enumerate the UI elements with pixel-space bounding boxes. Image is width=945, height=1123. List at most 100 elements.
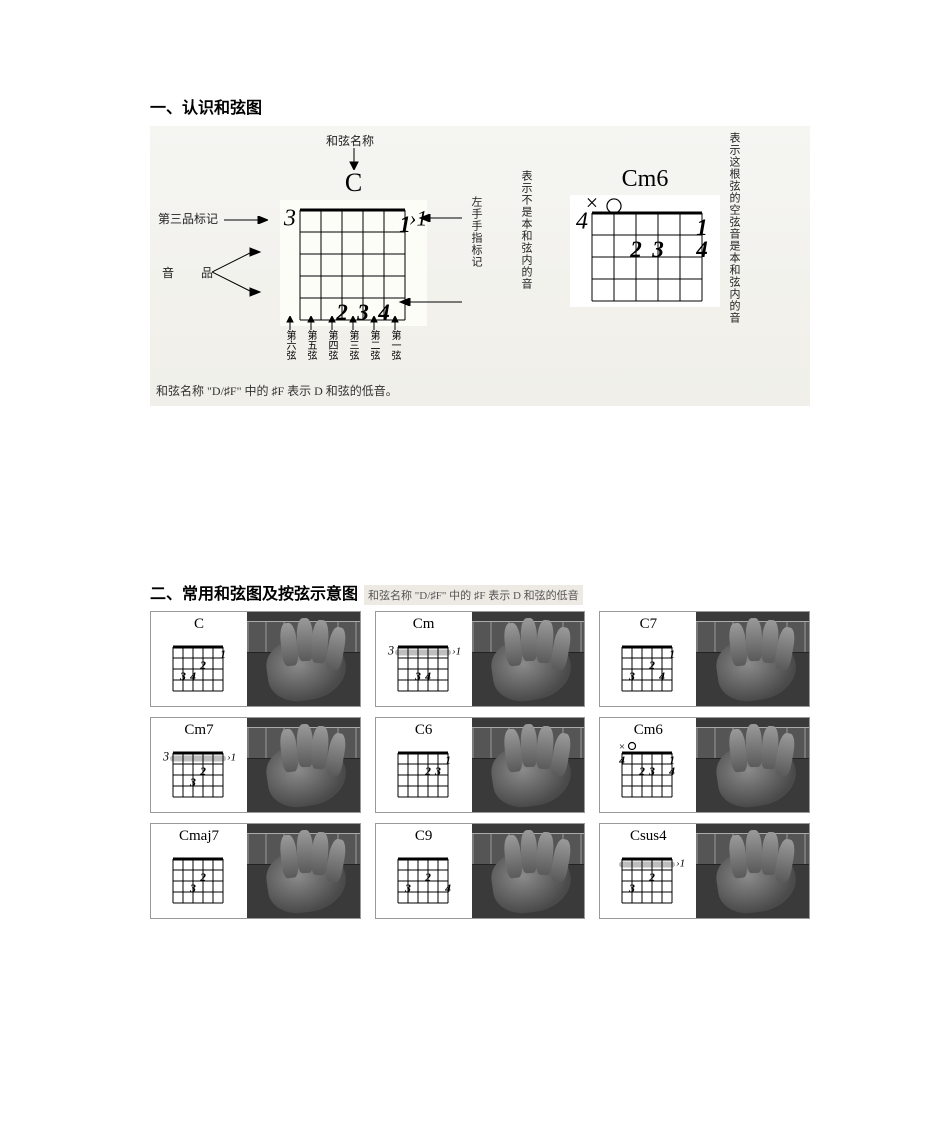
- chord-name-cm6: Cm6: [570, 166, 720, 193]
- svg-text:›1: ›1: [227, 752, 236, 764]
- hand-photo: [247, 824, 360, 918]
- chord-label: C9: [415, 828, 433, 845]
- chord-card: Cm73›123: [150, 717, 361, 813]
- section-2: 二、常用和弦图及按弦示意图 和弦名称 "D/♯F" 中的 ♯F 表示 D 和弦的…: [150, 580, 810, 919]
- svg-text:2: 2: [648, 660, 655, 672]
- arrow-branch-icon: [212, 244, 278, 300]
- hand-photo: [472, 612, 585, 706]
- svg-text:3: 3: [628, 883, 635, 895]
- svg-text:2: 2: [424, 766, 431, 778]
- string-col-label: 第三弦: [345, 330, 360, 360]
- chord-diagram: C6 1 23: [376, 718, 472, 812]
- svg-text:›1: ›1: [452, 646, 461, 658]
- svg-text:2: 2: [424, 872, 431, 884]
- section1-heading: 一、认识和弦图: [150, 94, 810, 118]
- chord-diagram: C 1 2 34: [151, 612, 247, 706]
- chord-card: C7 1 2 3 4: [599, 611, 810, 707]
- arrow-right-icon: [224, 216, 268, 224]
- hand-photo: [472, 718, 585, 812]
- string-col-label: 第六弦: [282, 330, 297, 360]
- chord-diagram: Cm3›134: [376, 612, 472, 706]
- svg-text:2: 2: [199, 766, 206, 778]
- chord-cm6: Cm6 ×41234: [570, 166, 720, 307]
- chord-label: Csus4: [630, 828, 667, 845]
- chord-label: C7: [640, 616, 658, 633]
- svg-text:4: 4: [576, 207, 588, 234]
- footnote-text: 和弦名称 "D/♯F" 中的 ♯F 表示 D 和弦的低音。: [156, 382, 398, 399]
- chord-grid: C1234 Cm3›134 C71234: [150, 611, 810, 919]
- arrow-down-icon: [348, 148, 360, 170]
- chord-label: Cmaj7: [179, 828, 219, 845]
- svg-text:1: 1: [220, 649, 226, 661]
- chord-diagram: Cm6×41234: [600, 718, 696, 812]
- svg-text:2: 2: [629, 236, 642, 262]
- svg-text:3: 3: [628, 671, 635, 683]
- chord-label: Cm7: [184, 722, 213, 739]
- svg-text:4: 4: [444, 883, 451, 895]
- svg-text:3: 3: [283, 204, 296, 231]
- svg-text:3: 3: [651, 236, 664, 262]
- hand-photo: [472, 824, 585, 918]
- svg-text:3: 3: [189, 777, 196, 789]
- svg-text:›1: ›1: [676, 858, 685, 870]
- chord-card: C6 1 23: [375, 717, 586, 813]
- chord-diagram: Cm73›123: [151, 718, 247, 812]
- chord-diagram: C9 2 3 4: [376, 824, 472, 918]
- chord-label: C6: [415, 722, 433, 739]
- hand-photo: [696, 612, 809, 706]
- chord-label: Cm6: [634, 722, 663, 739]
- label-not-in-chord: 表示不是本和弦内的音: [518, 170, 534, 290]
- chord-diagram: Csus4 ›1 2 3: [600, 824, 696, 918]
- svg-text:3: 3: [387, 644, 394, 658]
- string-col-label: 第一弦: [387, 330, 402, 360]
- label-chord-name: 和弦名称: [326, 132, 374, 149]
- chord-card: C 1 2 34: [150, 611, 361, 707]
- hand-photo: [247, 612, 360, 706]
- svg-text:2: 2: [638, 766, 645, 778]
- label-fret3: 第三品标记: [158, 210, 218, 227]
- svg-text:3: 3: [189, 883, 196, 895]
- string-col-label: 第二弦: [366, 330, 381, 360]
- chord-card: Cm6×41234: [599, 717, 810, 813]
- svg-text:4: 4: [424, 671, 431, 683]
- hand-photo: [247, 718, 360, 812]
- svg-text:3: 3: [414, 671, 421, 683]
- arrows-up-icon: [286, 316, 406, 330]
- chord-card: Cm3›134: [375, 611, 586, 707]
- chord-card: Cmaj7 23: [150, 823, 361, 919]
- svg-text:2: 2: [199, 660, 206, 672]
- section2-heading: 二、常用和弦图及按弦示意图: [150, 580, 358, 604]
- chord-diagram: C7 1 2 3 4: [600, 612, 696, 706]
- svg-text:3: 3: [179, 671, 186, 683]
- svg-text:4: 4: [668, 766, 675, 778]
- section1-panel: 和弦名称 C 3›11234 第三品标记 音 品 左手手指标记 第六弦第五弦第: [150, 126, 810, 406]
- svg-text:1: 1: [399, 211, 411, 237]
- section-1: 一、认识和弦图 和弦名称 C 3›11234 第三品标记 音 品 左手手指标记: [150, 90, 810, 406]
- chord-label: Cm: [413, 616, 435, 633]
- string-col-label: 第五弦: [303, 330, 318, 360]
- arrow-left-icon: [418, 214, 462, 222]
- section2-subnote: 和弦名称 "D/♯F" 中的 ♯F 表示 D 和弦的低音: [364, 585, 583, 605]
- svg-text:3: 3: [162, 750, 169, 764]
- svg-text:4: 4: [658, 671, 665, 683]
- svg-text:×: ×: [619, 741, 625, 753]
- svg-text:3: 3: [648, 766, 655, 778]
- svg-text:1: 1: [669, 649, 675, 661]
- svg-text:4: 4: [189, 671, 196, 683]
- svg-text:3: 3: [404, 883, 411, 895]
- svg-text:1: 1: [445, 755, 451, 767]
- svg-text:4: 4: [695, 236, 708, 262]
- string-col-label: 第四弦: [324, 330, 339, 360]
- hand-photo: [696, 824, 809, 918]
- chord-diagram: Cmaj7 23: [151, 824, 247, 918]
- chord-card: C9 2 3 4: [375, 823, 586, 919]
- arrow-left-long-icon: [398, 298, 462, 306]
- svg-text:2: 2: [199, 872, 206, 884]
- svg-text:2: 2: [648, 872, 655, 884]
- svg-text:3: 3: [434, 766, 441, 778]
- label-finger-marker: 左手手指标记: [468, 196, 484, 268]
- svg-text:4: 4: [618, 755, 625, 767]
- label-open-string: 表示这根弦的空弦音是本和弦内的音: [726, 132, 742, 324]
- chord-label: C: [194, 616, 204, 633]
- chord-card: Csus4 ›1 2 3: [599, 823, 810, 919]
